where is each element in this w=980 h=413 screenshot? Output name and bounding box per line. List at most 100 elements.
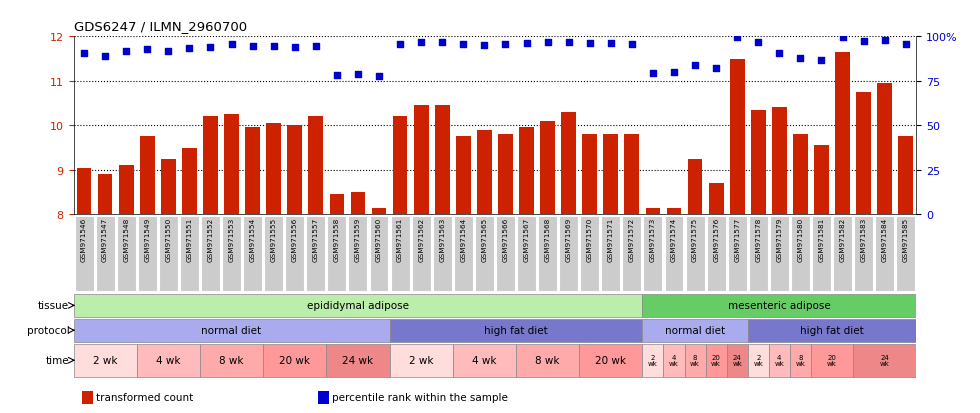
Text: GSM971572: GSM971572 — [629, 217, 635, 261]
FancyBboxPatch shape — [748, 344, 769, 377]
FancyBboxPatch shape — [643, 294, 916, 317]
Point — [877, 38, 893, 44]
FancyBboxPatch shape — [663, 344, 685, 377]
Point — [793, 55, 808, 62]
FancyBboxPatch shape — [538, 216, 557, 292]
FancyBboxPatch shape — [770, 216, 789, 292]
Bar — [498, 135, 513, 215]
Text: GSM971558: GSM971558 — [334, 217, 340, 261]
Text: GSM971552: GSM971552 — [208, 217, 214, 261]
Point — [371, 74, 387, 81]
Text: GSM971555: GSM971555 — [270, 217, 276, 261]
Text: protocol: protocol — [26, 325, 70, 335]
Point — [666, 69, 682, 76]
Bar — [76, 168, 91, 215]
Bar — [414, 106, 428, 215]
FancyBboxPatch shape — [74, 294, 643, 317]
Text: GSM971557: GSM971557 — [313, 217, 318, 261]
Text: 8 wk: 8 wk — [220, 355, 244, 366]
Text: GSM971574: GSM971574 — [671, 217, 677, 261]
Bar — [604, 135, 618, 215]
Text: GSM971553: GSM971553 — [228, 217, 234, 261]
FancyBboxPatch shape — [855, 216, 873, 292]
FancyBboxPatch shape — [265, 216, 283, 292]
FancyBboxPatch shape — [117, 216, 135, 292]
Text: GSM971571: GSM971571 — [608, 217, 613, 261]
Point — [456, 42, 471, 48]
Bar — [309, 117, 323, 215]
FancyBboxPatch shape — [811, 344, 854, 377]
Text: GSM971560: GSM971560 — [376, 217, 382, 261]
FancyBboxPatch shape — [897, 216, 915, 292]
Bar — [814, 146, 829, 215]
FancyBboxPatch shape — [159, 216, 177, 292]
FancyBboxPatch shape — [285, 216, 304, 292]
Point — [266, 44, 281, 50]
FancyBboxPatch shape — [243, 216, 262, 292]
FancyBboxPatch shape — [138, 216, 157, 292]
Text: normal diet: normal diet — [202, 325, 262, 335]
Point — [729, 35, 745, 41]
Point — [540, 40, 556, 47]
Text: GSM971559: GSM971559 — [355, 217, 361, 261]
Bar — [82, 391, 93, 404]
Point — [771, 51, 787, 57]
FancyBboxPatch shape — [706, 344, 727, 377]
Text: GSM971577: GSM971577 — [734, 217, 740, 261]
Text: 20
wk: 20 wk — [711, 355, 721, 366]
FancyBboxPatch shape — [327, 216, 346, 292]
Text: 20
wk: 20 wk — [827, 355, 837, 366]
Text: 2
wk: 2 wk — [648, 355, 658, 366]
Text: GSM971570: GSM971570 — [587, 217, 593, 261]
Point — [856, 38, 871, 45]
Text: GSM971579: GSM971579 — [776, 217, 782, 261]
Text: GSM971582: GSM971582 — [840, 217, 846, 261]
Text: GSM971568: GSM971568 — [545, 217, 551, 261]
Text: 4 wk: 4 wk — [472, 355, 497, 366]
Point — [76, 51, 92, 57]
FancyBboxPatch shape — [685, 344, 706, 377]
Point — [350, 71, 366, 78]
Text: GSM971547: GSM971547 — [102, 217, 108, 261]
FancyBboxPatch shape — [390, 319, 643, 342]
FancyBboxPatch shape — [454, 216, 472, 292]
Bar — [119, 166, 133, 215]
Point — [561, 40, 576, 47]
FancyBboxPatch shape — [579, 344, 643, 377]
Text: 20 wk: 20 wk — [595, 355, 626, 366]
Bar — [835, 53, 850, 215]
Point — [582, 41, 598, 47]
Point — [813, 58, 829, 64]
Text: GSM971573: GSM971573 — [650, 217, 656, 261]
FancyBboxPatch shape — [644, 216, 662, 292]
Point — [287, 45, 303, 51]
Text: GSM971561: GSM971561 — [397, 217, 403, 261]
Bar — [267, 124, 281, 215]
Text: tissue: tissue — [38, 301, 70, 311]
Bar — [772, 108, 787, 215]
FancyBboxPatch shape — [833, 216, 852, 292]
FancyBboxPatch shape — [749, 216, 767, 292]
Text: 8 wk: 8 wk — [535, 355, 560, 366]
Bar — [709, 184, 723, 215]
Text: GSM971585: GSM971585 — [903, 217, 908, 261]
Point — [518, 41, 534, 47]
Text: percentile rank within the sample: percentile rank within the sample — [332, 392, 508, 403]
Text: GSM971576: GSM971576 — [713, 217, 719, 261]
FancyBboxPatch shape — [727, 344, 748, 377]
Bar — [393, 117, 408, 215]
Bar — [245, 128, 260, 215]
FancyBboxPatch shape — [854, 344, 916, 377]
Text: mesenteric adipose: mesenteric adipose — [728, 301, 831, 311]
FancyBboxPatch shape — [812, 216, 831, 292]
FancyBboxPatch shape — [517, 216, 536, 292]
Bar — [730, 59, 745, 215]
FancyBboxPatch shape — [560, 216, 578, 292]
Bar — [435, 106, 450, 215]
Text: 24
wk: 24 wk — [880, 355, 890, 366]
Point — [139, 46, 155, 53]
FancyBboxPatch shape — [222, 216, 241, 292]
Bar — [224, 115, 239, 215]
Text: 24 wk: 24 wk — [342, 355, 373, 366]
Bar — [540, 121, 555, 215]
